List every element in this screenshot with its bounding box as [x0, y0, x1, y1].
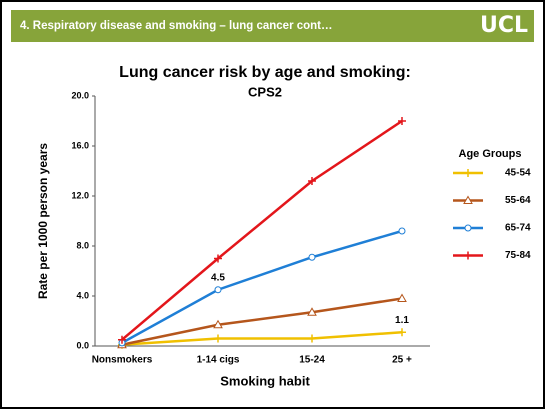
series-line [121, 119, 403, 341]
marker [398, 117, 406, 125]
series-line [121, 297, 403, 346]
marker [308, 253, 316, 261]
marker [398, 227, 406, 235]
marker [214, 286, 222, 294]
legend-label: 65-74 [505, 223, 531, 234]
marker [308, 177, 316, 185]
legend-marker [463, 195, 473, 204]
y-tick-label: 12.0 [71, 190, 89, 200]
y-tick-label: 20.0 [71, 90, 89, 100]
legend-label: 75-84 [505, 250, 531, 261]
legend-marker [464, 251, 472, 260]
marker [307, 307, 317, 316]
chart-subtitle: CPS2 [248, 84, 282, 99]
marker [214, 254, 222, 263]
marker [214, 334, 222, 343]
chart-title: Lung cancer risk by age and smoking: [119, 64, 411, 81]
x-axis-label: Smoking habit [220, 373, 310, 388]
data-label: 1.1 [395, 315, 409, 326]
data-label: 4.5 [211, 272, 225, 283]
series-line [121, 229, 403, 344]
x-tick-label: 15-24 [299, 355, 325, 366]
y-tick-label: 16.0 [71, 140, 89, 150]
y-tick-label: 0.0 [76, 340, 89, 350]
y-tick-label: 4.0 [76, 290, 89, 300]
marker [213, 319, 223, 329]
x-tick-label: 25 + [392, 355, 412, 366]
legend-label: 55-64 [505, 195, 531, 206]
y-axis-label: Rate per 1000 person years [36, 143, 50, 299]
logo: UCL [480, 13, 528, 38]
x-tick-label: Nonsmokers [92, 355, 153, 366]
x-tick-label: 1-14 cigs [197, 355, 240, 366]
legend-marker [464, 169, 472, 177]
header-title: 4. Respiratory disease and smoking – lun… [20, 20, 333, 32]
legend-title: Age Groups [459, 148, 522, 160]
marker [118, 335, 126, 344]
marker [398, 328, 406, 337]
legend-marker [464, 224, 472, 232]
y-tick-label: 8.0 [76, 240, 89, 250]
header-bar [11, 10, 534, 42]
legend-label: 45-54 [505, 168, 531, 179]
marker [397, 293, 407, 302]
marker [308, 334, 316, 343]
series-line [121, 331, 403, 346]
